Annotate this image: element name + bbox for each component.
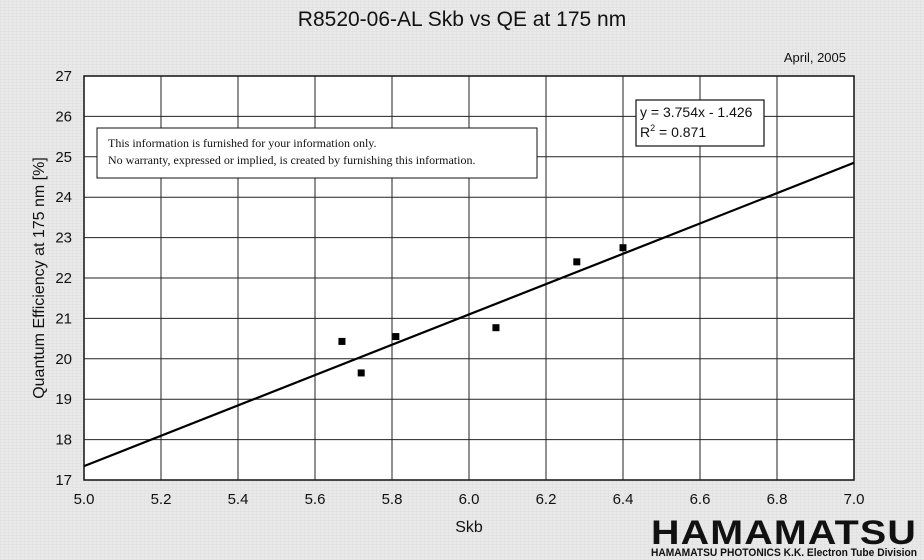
y-axis-label: Quantum Efficiency at 175 nm [%] (31, 157, 48, 399)
r-squared: R2 = 0.871 (640, 123, 706, 140)
x-tick-label: 5.0 (74, 491, 95, 508)
equation-box: y = 3.754x - 1.426 R2 = 0.871 (635, 99, 765, 147)
y-tick-label: 21 (55, 310, 72, 327)
x-tick-label: 5.4 (228, 491, 249, 508)
y-tick-label: 19 (55, 391, 72, 408)
trendline (83, 161, 855, 468)
data-points (338, 244, 627, 377)
logo-wordmark: HAMAMATSU (651, 514, 917, 552)
x-axis-label: Skb (455, 519, 483, 536)
data-point (338, 337, 346, 345)
y-tick-label: 26 (55, 108, 72, 125)
y-tick-label: 22 (55, 270, 72, 287)
note-line-2: No warranty, expressed or implied, is cr… (108, 153, 475, 167)
x-tick-label: 6.4 (613, 491, 634, 508)
y-tick-labels: 17 18 19 20 21 22 23 24 25 26 27 (55, 68, 72, 489)
grid-lines (84, 76, 854, 480)
y-tick-label: 20 (55, 351, 72, 368)
x-tick-label: 5.8 (382, 491, 403, 508)
y-tick-label: 17 (55, 472, 72, 489)
chart-title: R8520-06-AL Skb vs QE at 175 nm (298, 8, 626, 31)
logo-subtitle: HAMAMATSU PHOTONICS K.K. Electron Tube D… (651, 547, 917, 559)
y-tick-label: 25 (55, 149, 72, 166)
x-tick-label: 6.8 (767, 491, 788, 508)
y-tick-label: 24 (55, 189, 72, 206)
x-tick-label: 6.0 (459, 491, 480, 508)
y-tick-label: 23 (55, 230, 72, 247)
data-point (392, 333, 400, 341)
y-tick-label: 18 (55, 432, 72, 449)
data-point (492, 324, 500, 332)
x-tick-label: 7.0 (844, 491, 865, 508)
x-tick-labels: 5.0 5.2 5.4 5.6 5.8 6.0 6.2 6.4 6.6 6.8 7.0 (74, 491, 865, 508)
hamamatsu-logo: HAMAMATSU HAMAMATSU PHOTONICS K.K. Elect… (651, 514, 917, 559)
x-tick-label: 6.2 (536, 491, 557, 508)
note-line-1: This information is furnished for your i… (108, 136, 377, 150)
data-point (357, 369, 365, 377)
data-point (619, 244, 627, 252)
y-tick-label: 27 (55, 68, 72, 85)
chart-date: April, 2005 (784, 50, 846, 65)
x-tick-label: 5.2 (151, 491, 172, 508)
trendline-equation: y = 3.754x - 1.426 (640, 104, 753, 120)
note-box: This information is furnished for your i… (96, 127, 538, 179)
x-tick-label: 6.6 (690, 491, 711, 508)
data-point (573, 258, 581, 266)
x-tick-label: 5.6 (305, 491, 326, 508)
